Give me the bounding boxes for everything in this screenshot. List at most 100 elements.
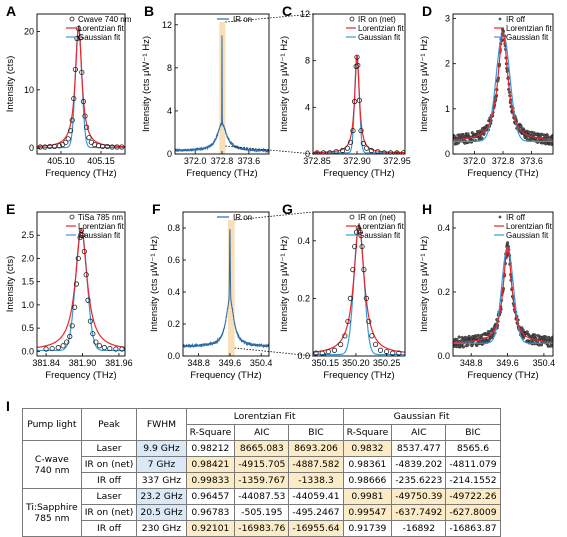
x-tick-label: 349.6 [219, 358, 242, 368]
data-point [363, 295, 369, 301]
data-point [363, 145, 370, 151]
peak-cell: IR off [80, 472, 138, 489]
pump-name: C-wave [34, 453, 69, 465]
x-tick-label: 372.8 [492, 156, 515, 166]
y-tick-label: 0.2 [297, 293, 310, 303]
data-point [78, 227, 84, 234]
data-point [342, 333, 348, 339]
x-axis-title: Frequency (THz) [467, 370, 538, 381]
data-point [339, 147, 346, 154]
pump-cell: Ti:Sapphire 785 nm [22, 488, 82, 537]
data-point [64, 339, 70, 345]
x-tick-label: 372.85 [303, 156, 331, 166]
gaussian-fit-line [313, 224, 405, 356]
fwhm-cell: 337 GHz [136, 472, 187, 489]
col-header-peak: Peak [80, 408, 138, 441]
value-cell: 8565.6 [445, 440, 501, 457]
value-cell: 0.98361 [342, 456, 393, 473]
panel-A: 405.10 405.15 0 10 20 Frequency (THz) Intensit… [5, 3, 132, 179]
data-point [474, 336, 478, 340]
data-point [470, 131, 474, 135]
panel-H: 348.8 349.6 350.4 0.0 0.2 0.4 Frequency (THz) I… [419, 201, 555, 381]
panel-F: 348.8 349.6 350.4 0.0 0.2 0.4 0.6 0.8 Frequency … [149, 201, 272, 381]
data-point [107, 345, 113, 352]
data-point [79, 232, 86, 238]
panel-D: 372.0 372.8 373.6 0 1 2 3 Frequency (THz) Intens… [419, 3, 554, 179]
legend-symbol [69, 16, 75, 22]
plot-area [37, 227, 125, 352]
x-tick-label: 350.25 [373, 358, 401, 368]
data-point [527, 130, 531, 134]
value-cell: -637.7492 [391, 504, 447, 521]
y-tick-label: 4 [305, 102, 310, 112]
lorentzian-fit-line [37, 229, 125, 349]
y-axis-title: Intensity (cts μW⁻¹ Hz) [149, 236, 160, 332]
panel-label-A: A [6, 3, 16, 19]
data-point [119, 144, 125, 150]
col-header-bic-lor: BIC [288, 424, 344, 441]
col-header-aic-lor: AIC [234, 424, 290, 441]
y-tick-label: 0.0 [21, 346, 34, 356]
value-cell: -16955.64 [288, 520, 344, 537]
data-point [75, 255, 81, 262]
data-point [544, 336, 548, 340]
data-point [345, 318, 351, 325]
x-axis-title: Frequency (THz) [186, 168, 257, 179]
data-point [67, 333, 73, 340]
y-axis-title: Intensity (cts μW⁻¹ Hz) [419, 236, 430, 332]
value-cell: -495.2467 [288, 504, 344, 521]
data-point [71, 95, 77, 102]
y-tick-label: 0.8 [167, 223, 180, 233]
panel-label-H: H [422, 201, 432, 217]
legend-label: IR on [233, 15, 252, 24]
data-point [77, 35, 83, 41]
group-header-lorentzian: Lorentzian Fit [185, 408, 344, 425]
x-axis-title: Frequency (THz) [190, 370, 261, 381]
y-tick-label: 2 [445, 59, 450, 69]
data-point [501, 29, 505, 33]
panel-label-F: F [152, 201, 161, 217]
gaussian-fit-line [313, 55, 405, 154]
data-point [113, 346, 119, 352]
data-point [347, 139, 354, 145]
data-point [457, 335, 461, 339]
value-cell: 8537.477 [391, 440, 447, 457]
figure: 405.10 405.15 0 10 20 Frequency (THz) Intensit… [5, 3, 555, 381]
data-point [347, 295, 354, 301]
x-tick-label: 372.8 [211, 156, 234, 166]
x-tick-label: 350.20 [342, 358, 370, 368]
data-point [96, 343, 103, 349]
ir-on-series-line [175, 35, 269, 154]
value-cell: 0.99547 [342, 504, 393, 521]
data-point [394, 150, 400, 154]
data-point [359, 243, 365, 250]
lorentzian-fit-line [453, 32, 553, 141]
x-tick-label: 350.4 [250, 358, 273, 368]
y-tick-label: 0.0 [297, 351, 310, 361]
x-axis-title: Frequency (THz) [45, 168, 116, 179]
data-point [68, 128, 74, 134]
axes-frame [312, 13, 406, 155]
value-cell: 8665.083 [234, 440, 290, 457]
data-point [69, 323, 75, 329]
value-cell: -4915.705 [234, 456, 290, 473]
y-axis-title: Intensity (cts μW⁻¹ Hz) [279, 236, 290, 332]
lorentzian-fit-line [453, 246, 553, 343]
data-point [533, 333, 537, 337]
value-cell: -44059.41 [288, 488, 344, 505]
value-cell: -214.1552 [445, 472, 501, 489]
panel-E: 381.84 381.90 381.96 0.0 0.5 1.0 1.5 2.0 2.5 Freq… [5, 201, 133, 381]
legend-label: TiSa 785 nm [78, 213, 123, 222]
y-tick-label: 0.5 [21, 323, 34, 333]
data-point [56, 143, 63, 149]
y-tick-label: 2.0 [21, 253, 34, 263]
data-point [72, 304, 78, 310]
legend-label: Cwave 740 nm [78, 15, 132, 24]
legend-symbol [498, 17, 502, 21]
x-tick-label: 372.95 [383, 156, 411, 166]
data-point [377, 347, 384, 353]
legend-label: Gaussian fit [358, 231, 401, 240]
data-point [355, 62, 361, 68]
value-cell: -44087.53 [234, 488, 290, 505]
legend-label: Lorentzian fit [78, 24, 125, 33]
